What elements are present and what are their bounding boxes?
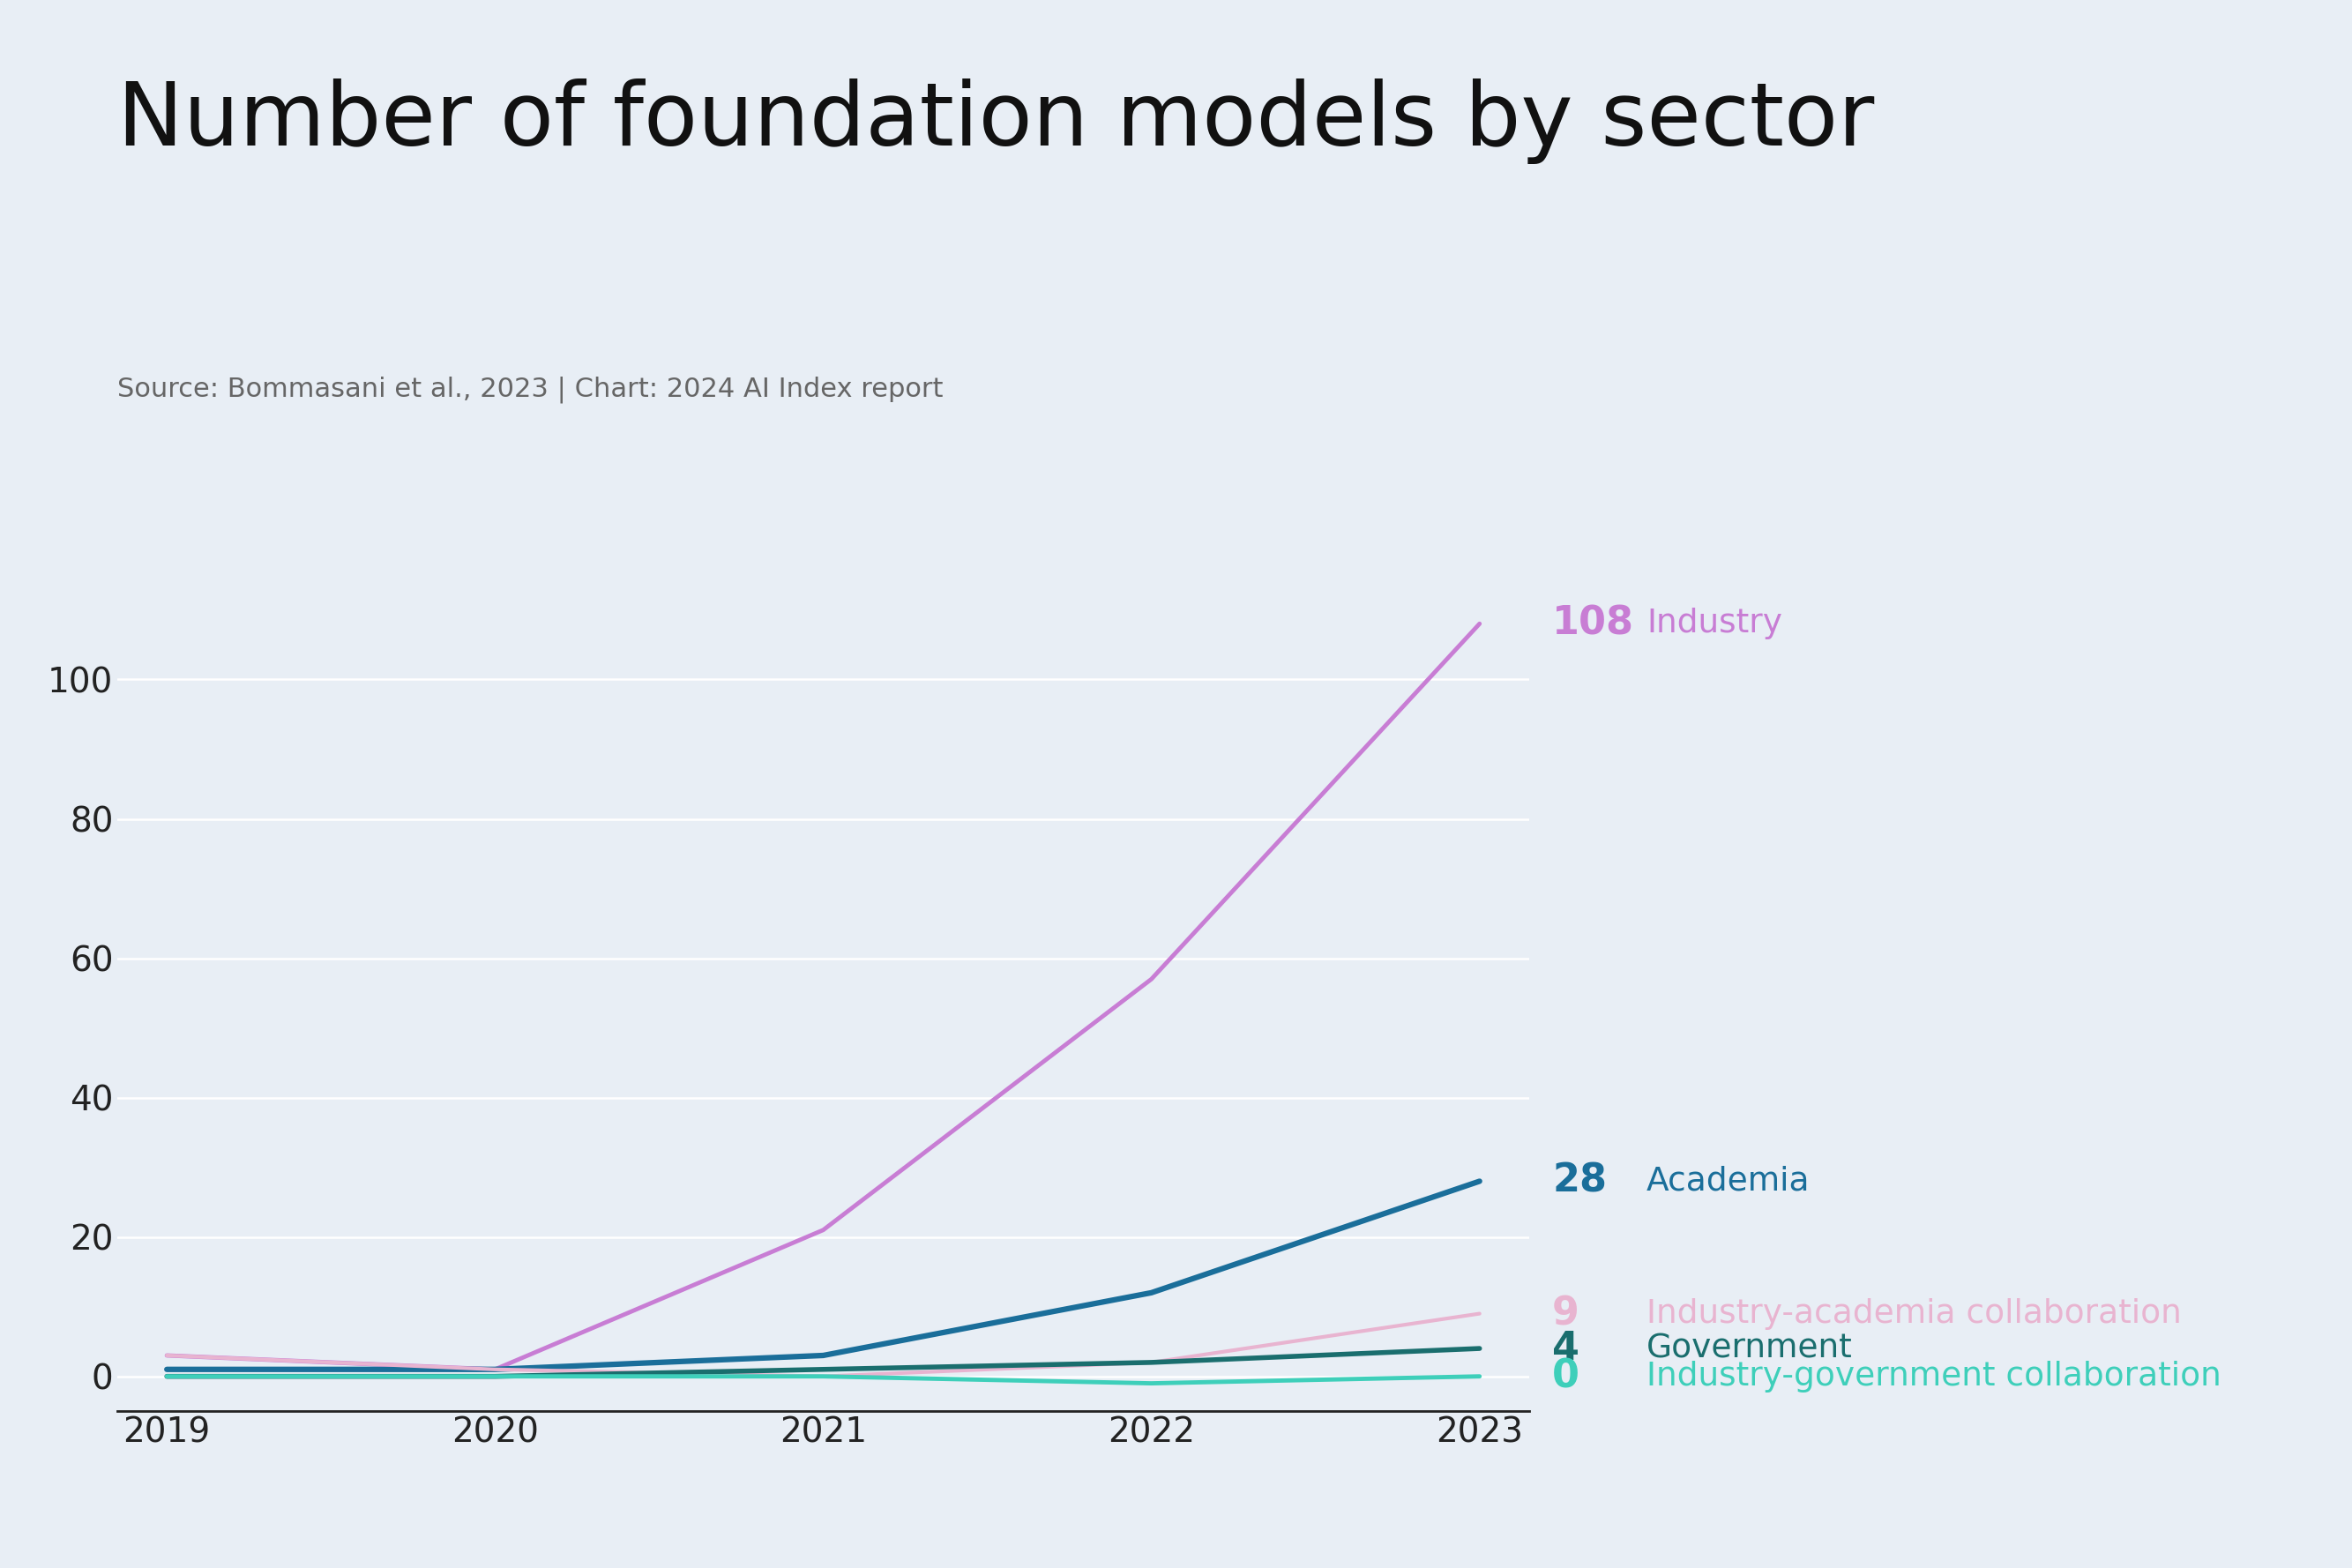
Text: 28: 28 (1552, 1162, 1606, 1200)
Text: Number of foundation models by sector: Number of foundation models by sector (118, 78, 1875, 165)
Text: Industry-academia collaboration: Industry-academia collaboration (1646, 1298, 2183, 1330)
Text: 108: 108 (1552, 605, 1635, 643)
Text: Industry-government collaboration: Industry-government collaboration (1646, 1361, 2220, 1392)
Text: 4: 4 (1552, 1330, 1581, 1367)
Text: 9: 9 (1552, 1295, 1581, 1333)
Text: Industry: Industry (1646, 608, 1783, 640)
Text: Source: Bommasani et al., 2023 | Chart: 2024 AI Index report: Source: Bommasani et al., 2023 | Chart: … (118, 376, 943, 403)
Text: Government: Government (1646, 1333, 1853, 1364)
Text: Academia: Academia (1646, 1165, 1811, 1196)
Text: 0: 0 (1552, 1358, 1581, 1396)
